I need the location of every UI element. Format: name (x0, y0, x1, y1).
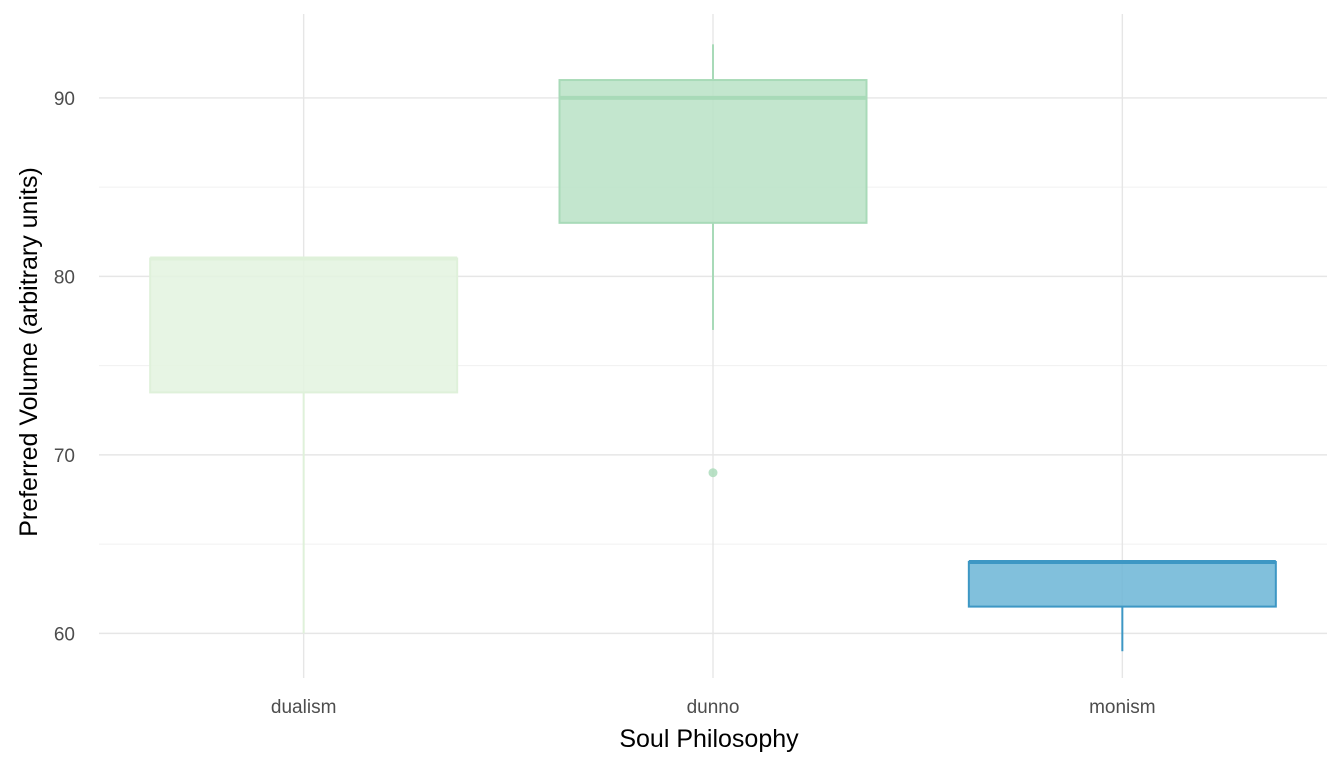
x-tick-label: monism (1089, 697, 1156, 718)
y-tick-label: 80 (54, 267, 75, 288)
box-dunno (558, 44, 868, 478)
x-axis-ticks: dualism dunno monism (271, 697, 1156, 718)
box-dualism (149, 256, 459, 634)
x-axis-title: Soul Philosophy (619, 725, 799, 753)
y-axis-title: Preferred Volume (arbitrary units) (15, 167, 43, 537)
outlier-point (708, 468, 718, 478)
x-tick-label: dunno (687, 697, 740, 718)
box-iqr (967, 560, 1277, 608)
y-axis-ticks: 60 70 80 90 (54, 89, 75, 645)
box-iqr (149, 257, 459, 394)
box-monism (967, 559, 1277, 652)
x-tick-label: dualism (271, 697, 336, 718)
box-iqr (558, 79, 868, 224)
boxes (149, 44, 1277, 652)
y-tick-label: 90 (54, 89, 75, 110)
y-tick-label: 70 (54, 446, 75, 467)
y-tick-label: 60 (54, 624, 75, 645)
